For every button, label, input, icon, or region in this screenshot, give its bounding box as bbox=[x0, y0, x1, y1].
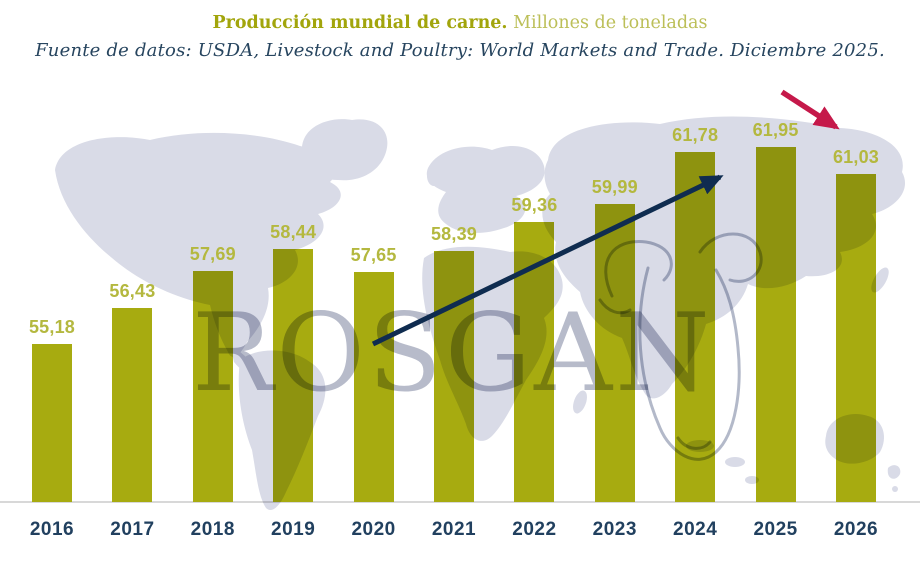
year-label-2023: 2023 bbox=[592, 519, 637, 540]
year-label-2021: 2021 bbox=[431, 519, 477, 540]
year-label-2020: 2020 bbox=[351, 519, 396, 540]
year-label-2024: 2024 bbox=[673, 519, 718, 540]
value-label-2016: 55,18 bbox=[28, 317, 76, 337]
value-label-2017: 56,43 bbox=[109, 281, 156, 301]
year-label-2026: 2026 bbox=[833, 519, 879, 540]
value-label-2025: 61,95 bbox=[752, 120, 799, 140]
value-label-2021: 58,39 bbox=[430, 224, 478, 244]
value-label-2020: 57,65 bbox=[350, 245, 397, 265]
chart-units-label: Millones de toneladas bbox=[513, 13, 708, 33]
year-label-2025: 2025 bbox=[753, 519, 798, 540]
value-label-2019: 58,44 bbox=[270, 222, 317, 242]
value-label-2026: 61,03 bbox=[832, 147, 880, 167]
x-axis-line bbox=[0, 501, 920, 503]
value-label-2024: 61,78 bbox=[672, 125, 719, 145]
data-source-caption: Fuente de datos: USDA, Livestock and Pou… bbox=[35, 39, 885, 61]
year-label-2022: 2022 bbox=[512, 519, 557, 540]
year-label-2017: 2017 bbox=[110, 519, 155, 540]
chart-title: Producción mundial de carne. bbox=[212, 13, 508, 33]
value-label-2022: 59,36 bbox=[511, 195, 558, 215]
year-label-2019: 2019 bbox=[271, 519, 316, 540]
bar-2016 bbox=[32, 344, 72, 502]
chart-header: Producción mundial de carne. Millones de… bbox=[0, 13, 920, 61]
year-label-2016: 2016 bbox=[29, 519, 75, 540]
value-label-2018: 57,69 bbox=[189, 244, 236, 264]
chart-title-line: Producción mundial de carne. Millones de… bbox=[0, 13, 920, 35]
value-label-2023: 59,99 bbox=[591, 177, 638, 197]
year-label-2018: 2018 bbox=[190, 519, 235, 540]
